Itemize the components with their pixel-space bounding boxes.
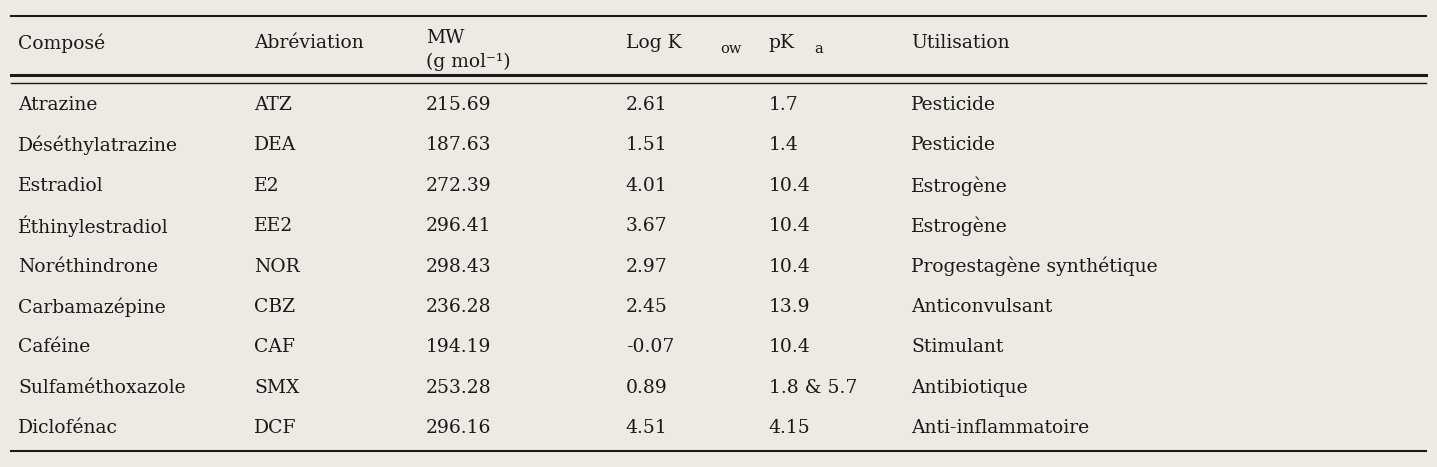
Text: 272.39: 272.39 [425,177,491,195]
Text: Estrogène: Estrogène [911,216,1009,236]
Text: 10.4: 10.4 [769,338,810,356]
Text: Anti-inflammatoire: Anti-inflammatoire [911,419,1089,437]
Text: 13.9: 13.9 [769,298,810,316]
Text: Atrazine: Atrazine [19,96,98,114]
Text: Déséthylatrazine: Déséthylatrazine [19,136,178,155]
Text: 1.4: 1.4 [769,136,798,155]
Text: 296.41: 296.41 [425,217,491,235]
Text: Abréviation: Abréviation [254,34,364,52]
Text: Stimulant: Stimulant [911,338,1004,356]
Text: 298.43: 298.43 [425,257,491,276]
Text: CBZ: CBZ [254,298,296,316]
Text: 1.7: 1.7 [769,96,798,114]
Text: (g mol⁻¹): (g mol⁻¹) [425,52,510,71]
Text: ow: ow [720,42,741,56]
Text: 296.16: 296.16 [425,419,491,437]
Text: SMX: SMX [254,379,299,396]
Text: 10.4: 10.4 [769,177,810,195]
Text: Pesticide: Pesticide [911,136,996,155]
Text: 3.67: 3.67 [625,217,667,235]
Text: Caféine: Caféine [19,338,91,356]
Text: 194.19: 194.19 [425,338,491,356]
Text: Utilisation: Utilisation [911,34,1010,52]
Text: 10.4: 10.4 [769,257,810,276]
Text: 215.69: 215.69 [425,96,491,114]
Text: 1.8 & 5.7: 1.8 & 5.7 [769,379,856,396]
Text: Pesticide: Pesticide [911,96,996,114]
Text: 4.15: 4.15 [769,419,810,437]
Text: Anticonvulsant: Anticonvulsant [911,298,1053,316]
Text: DEA: DEA [254,136,296,155]
Text: 4.51: 4.51 [625,419,667,437]
Text: DCF: DCF [254,419,296,437]
Text: Log K: Log K [625,34,681,52]
Text: Carbamazépine: Carbamazépine [19,297,167,317]
Text: E2: E2 [254,177,280,195]
Text: Estradiol: Estradiol [19,177,103,195]
Text: 2.61: 2.61 [625,96,667,114]
Text: Noréthindrone: Noréthindrone [19,257,158,276]
Text: Antibiotique: Antibiotique [911,379,1027,396]
Text: pK: pK [769,34,795,52]
Text: Estrogène: Estrogène [911,176,1009,196]
Text: Sulfaméthoxazole: Sulfaméthoxazole [19,379,185,396]
Text: 2.45: 2.45 [625,298,668,316]
Text: 4.01: 4.01 [625,177,667,195]
Text: Composé: Composé [19,34,105,53]
Text: MW: MW [425,29,464,47]
Text: 10.4: 10.4 [769,217,810,235]
Text: 0.89: 0.89 [625,379,667,396]
Text: Diclofénac: Diclofénac [19,419,118,437]
Text: NOR: NOR [254,257,300,276]
Text: 187.63: 187.63 [425,136,491,155]
Text: Éthinylestradiol: Éthinylestradiol [19,215,170,237]
Text: 253.28: 253.28 [425,379,491,396]
Text: ATZ: ATZ [254,96,292,114]
Text: 2.97: 2.97 [625,257,667,276]
Text: CAF: CAF [254,338,295,356]
Text: a: a [815,42,823,56]
Text: EE2: EE2 [254,217,293,235]
Text: 1.51: 1.51 [625,136,667,155]
Text: -0.07: -0.07 [625,338,674,356]
Text: 236.28: 236.28 [425,298,491,316]
Text: Progestagène synthétique: Progestagène synthétique [911,257,1158,276]
